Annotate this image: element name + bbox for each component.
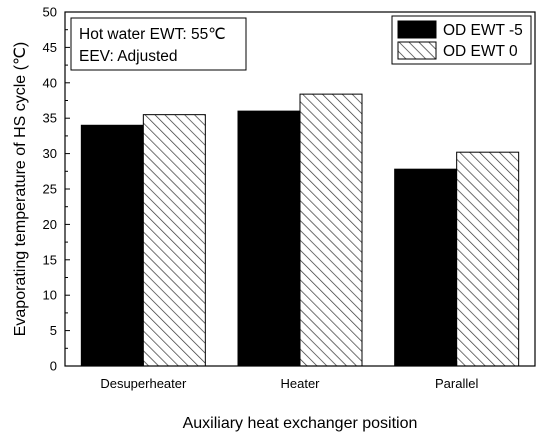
y-tick-label: 45 <box>43 40 57 55</box>
y-tick-label: 10 <box>43 288 57 303</box>
y-axis-title: Evaporating temperature of HS cycle (℃) <box>12 42 29 337</box>
y-axis-title-unit: ℃) <box>12 42 29 65</box>
y-tick-label: 5 <box>50 323 57 338</box>
annotation-line1: Hot water EWT: 55℃ <box>79 26 226 43</box>
annotation-box: Hot water EWT: 55℃ EEV: Adjusted <box>70 17 247 71</box>
annotation-line1-text: Hot water EWT: 55 <box>79 26 208 43</box>
x-axis: Desuperheater Heater Parallel <box>100 361 478 391</box>
legend-label-od-ewt-minus5: OD EWT -5 <box>443 22 523 39</box>
legend-swatch-od-ewt-minus5 <box>397 20 437 39</box>
annotation-line2: EEV: Adjusted <box>79 48 178 65</box>
y-tick-label: 15 <box>43 252 57 267</box>
annotation-frame <box>70 17 247 71</box>
bar-desuperheater-od-ewt-0 <box>142 114 206 367</box>
legend-swatch-od-ewt-0 <box>397 41 437 60</box>
y-tick-label: 30 <box>43 146 57 161</box>
x-axis-title: Auxiliary heat exchanger position <box>183 415 418 432</box>
annotation-line1-unit: ℃ <box>208 26 225 43</box>
y-axis-title-text: Evaporating temperature of HS cycle ( <box>12 64 29 336</box>
y-tick-label: 0 <box>50 359 57 374</box>
bars-layer <box>80 93 520 367</box>
x-tick-label-parallel: Parallel <box>435 376 478 391</box>
bar-heater-od-ewt-0 <box>299 93 363 367</box>
bar-desuperheater-od-ewt-5 <box>80 124 144 367</box>
y-tick-label: 40 <box>43 75 57 90</box>
bar-parallel-od-ewt-5 <box>394 168 458 367</box>
bar-heater-od-ewt-5 <box>237 110 301 367</box>
y-tick-label: 50 <box>43 5 57 20</box>
legend-label-od-ewt-0: OD EWT 0 <box>443 43 518 60</box>
y-tick-label: 25 <box>43 182 57 197</box>
y-axis: 0 5 10 15 20 25 30 35 40 45 50 <box>43 5 70 374</box>
x-tick-label-desuperheater: Desuperheater <box>100 376 187 391</box>
legend: OD EWT -5 OD EWT 0 <box>391 15 532 65</box>
x-tick-label-heater: Heater <box>280 376 320 391</box>
y-tick-label: 35 <box>43 111 57 126</box>
y-tick-label: 20 <box>43 217 57 232</box>
bar-parallel-od-ewt-0 <box>456 151 520 367</box>
